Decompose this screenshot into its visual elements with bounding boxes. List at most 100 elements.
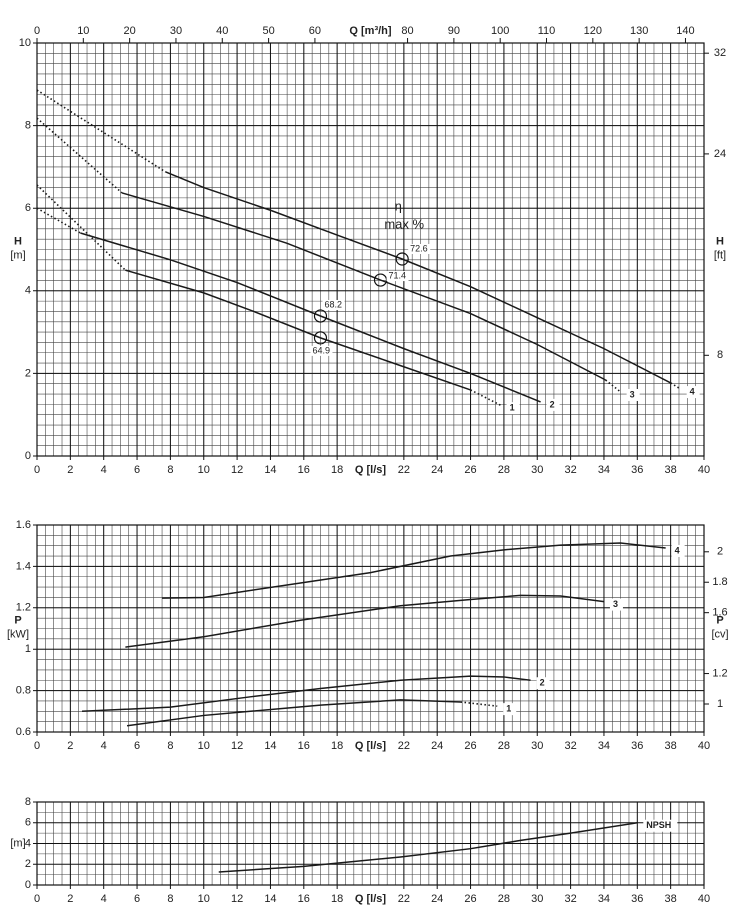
y-tick-label: 8 xyxy=(25,796,31,808)
curve xyxy=(125,269,471,391)
x-tick-label: 36 xyxy=(631,740,643,752)
y-axis-unit: [m] xyxy=(10,837,25,849)
x-tick-label: 34 xyxy=(598,740,610,752)
x-tick-label: 18 xyxy=(331,740,343,752)
curve-label: 1 xyxy=(506,704,511,714)
x-tick-label: 40 xyxy=(698,740,710,752)
x2-tick-label: 0 xyxy=(34,25,40,37)
curve-label-bg xyxy=(643,819,678,832)
x-tick-label: 2 xyxy=(67,893,73,905)
y2-tick-label: 24 xyxy=(714,148,726,160)
curve-label-bg xyxy=(546,398,560,411)
x2-tick-label: 10 xyxy=(77,25,89,37)
x-tick-label: 24 xyxy=(431,740,443,752)
x-tick-label: 14 xyxy=(264,464,276,476)
x-tick-label: 22 xyxy=(398,464,410,476)
y-tick-label: 2 xyxy=(25,858,31,870)
y-tick-label: 0.8 xyxy=(16,685,31,697)
x-tick-label: 36 xyxy=(631,893,643,905)
y2-tick-label: 32 xyxy=(714,47,726,59)
y-tick-label: 4 xyxy=(25,837,31,849)
x-tick-label: 12 xyxy=(231,893,243,905)
x2-tick-label: 60 xyxy=(309,25,321,37)
y-tick-label: 1.4 xyxy=(16,560,31,572)
y-tick-label: 6 xyxy=(25,202,31,214)
x-tick-label: 28 xyxy=(498,740,510,752)
efficiency-value-bg xyxy=(386,271,409,282)
x2-tick-label: 20 xyxy=(124,25,136,37)
x-tick-label: 8 xyxy=(167,740,173,752)
x-tick-label: 32 xyxy=(564,893,576,905)
plot-frame xyxy=(36,801,705,886)
x2-tick-label: 130 xyxy=(630,25,648,37)
x-tick-label: 6 xyxy=(134,893,140,905)
x-tick-label: 4 xyxy=(101,464,107,476)
y-tick-label: 0.6 xyxy=(16,726,31,738)
curve xyxy=(218,822,638,873)
x-tick-label: 2 xyxy=(67,464,73,476)
x-tick-label: 14 xyxy=(264,740,276,752)
y-tick-label: 10 xyxy=(19,37,31,49)
y2-axis-label: H xyxy=(716,235,724,247)
efficiency-value-bg xyxy=(408,243,431,254)
x-tick-label: 40 xyxy=(698,893,710,905)
x2-tick-label: 140 xyxy=(676,25,694,37)
y-axis-label: H xyxy=(14,235,22,247)
x-tick-label: 12 xyxy=(231,740,243,752)
x-tick-label: 18 xyxy=(331,464,343,476)
curve-label: 3 xyxy=(630,389,635,399)
curve xyxy=(125,594,605,648)
curve-label-bg xyxy=(626,388,640,401)
curve xyxy=(81,675,531,713)
x-tick-label: 8 xyxy=(167,893,173,905)
x-tick-label: 4 xyxy=(101,740,107,752)
y-tick-label: 4 xyxy=(25,285,31,297)
x-tick-label: 10 xyxy=(198,464,210,476)
x2-tick-label: 30 xyxy=(170,25,182,37)
x2-tick-label: 120 xyxy=(584,25,602,37)
x-axis-label: Q [l/s] xyxy=(355,893,387,905)
curve-label: 1 xyxy=(510,403,515,413)
y-tick-label: 1.2 xyxy=(16,602,31,614)
x-tick-label: 8 xyxy=(167,464,173,476)
y2-tick-label: 1 xyxy=(717,698,723,710)
x-tick-label: 10 xyxy=(198,893,210,905)
y2-axis-unit: [ft] xyxy=(714,249,726,261)
curve xyxy=(80,232,541,403)
plot-frame xyxy=(36,42,705,457)
curve xyxy=(126,699,461,727)
x2-tick-label: 40 xyxy=(216,25,228,37)
curve xyxy=(605,379,622,393)
y-axis-unit: [kW] xyxy=(7,628,29,640)
x-tick-label: 2 xyxy=(67,740,73,752)
curve xyxy=(162,542,666,599)
x-tick-label: 36 xyxy=(631,464,643,476)
x-tick-label: 18 xyxy=(331,893,343,905)
x-tick-label: 0 xyxy=(34,740,40,752)
curve-label: 4 xyxy=(690,386,695,396)
curve-label-bg xyxy=(503,703,517,716)
curve-label: 2 xyxy=(550,399,555,409)
x-tick-label: 30 xyxy=(531,464,543,476)
y-tick-label: 0 xyxy=(25,450,31,462)
efficiency-label: η xyxy=(395,198,402,213)
curve xyxy=(165,171,671,384)
x-tick-label: 10 xyxy=(198,740,210,752)
efficiency-point xyxy=(313,331,328,345)
efficiency-value: 68.2 xyxy=(324,299,342,309)
x-tick-label: 4 xyxy=(101,893,107,905)
x-axis-label: Q [l/s] xyxy=(355,464,387,476)
y2-tick-label: 1.8 xyxy=(712,576,727,588)
x-tick-label: 16 xyxy=(298,893,310,905)
x-tick-label: 0 xyxy=(34,464,40,476)
curve xyxy=(470,389,501,406)
x-axis-label: Q [l/s] xyxy=(355,740,387,752)
y2-axis-label: P xyxy=(716,614,723,626)
x-tick-label: 26 xyxy=(464,464,476,476)
curve-label-bg xyxy=(671,544,685,557)
x2-tick-label: 80 xyxy=(401,25,413,37)
x-tick-label: 38 xyxy=(665,740,677,752)
curve-label: 2 xyxy=(540,678,545,688)
x-tick-label: 40 xyxy=(698,464,710,476)
y2-tick-label: 1.6 xyxy=(712,607,727,619)
